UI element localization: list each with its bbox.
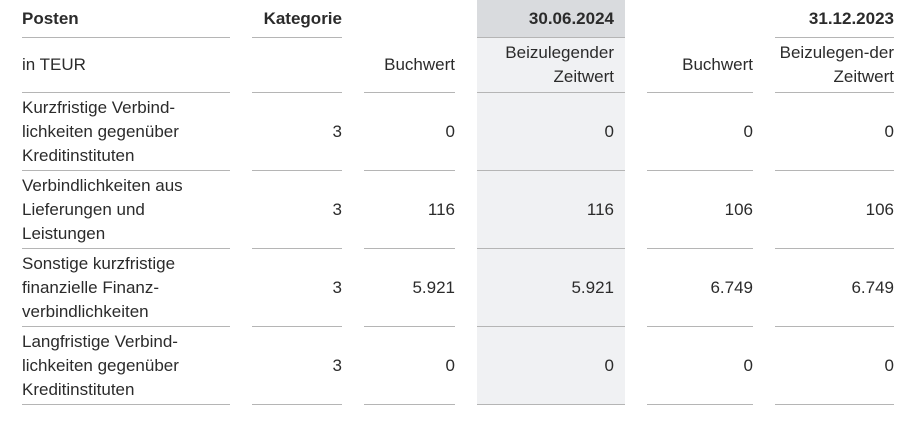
table-cell-zeitwert2: 6.749 [775, 249, 894, 327]
table-cell-kategorie: 3 [252, 93, 342, 171]
table-cell-buchwert1: 0 [364, 93, 455, 171]
table-cell-posten: Langfristige Verbind-lichkeiten gegenübe… [22, 327, 230, 405]
table-cell-buchwert1: 0 [364, 327, 455, 405]
table-cell-buchwert2: 6.749 [647, 249, 753, 327]
table-cell-zeitwert1: 5.921 [477, 249, 625, 327]
table-cell-kategorie: 3 [252, 249, 342, 327]
table-cell-zeitwert2: 0 [775, 93, 894, 171]
subheader-empty [252, 38, 342, 93]
table-cell-zeitwert1: 0 [477, 327, 625, 405]
header-kategorie: Kategorie [252, 0, 342, 38]
header-date-1: 30.06.2024 [477, 0, 625, 38]
table-cell-zeitwert2: 0 [775, 327, 894, 405]
header-empty [647, 0, 753, 38]
table-cell-zeitwert2: 106 [775, 171, 894, 249]
financial-table: Posten Kategorie 30.06.2024 31.12.2023 i… [22, 0, 894, 405]
unit-label: in TEUR [22, 38, 230, 93]
header-posten: Posten [22, 0, 230, 38]
table-cell-kategorie: 3 [252, 327, 342, 405]
table-cell-buchwert2: 0 [647, 327, 753, 405]
table-cell-buchwert1: 116 [364, 171, 455, 249]
table-cell-zeitwert1: 116 [477, 171, 625, 249]
subheader-buchwert-1: Buchwert [364, 38, 455, 93]
subheader-zeitwert-1: Beizulegender Zeitwert [477, 38, 625, 93]
table-cell-buchwert1: 5.921 [364, 249, 455, 327]
subheader-zeitwert-2: Beizulegen-der Zeitwert [775, 38, 894, 93]
table-cell-buchwert2: 106 [647, 171, 753, 249]
table-cell-kategorie: 3 [252, 171, 342, 249]
header-date-2: 31.12.2023 [775, 0, 894, 38]
table-cell-posten: Sonstige kurzfristige finanzielle Finanz… [22, 249, 230, 327]
table-cell-buchwert2: 0 [647, 93, 753, 171]
subheader-buchwert-2: Buchwert [647, 38, 753, 93]
table-cell-zeitwert1: 0 [477, 93, 625, 171]
table-cell-posten: Kurzfristige Verbind-lichkeiten gegenübe… [22, 93, 230, 171]
header-empty [364, 0, 455, 38]
table-cell-posten: Verbindlichkeiten aus Lieferungen und Le… [22, 171, 230, 249]
